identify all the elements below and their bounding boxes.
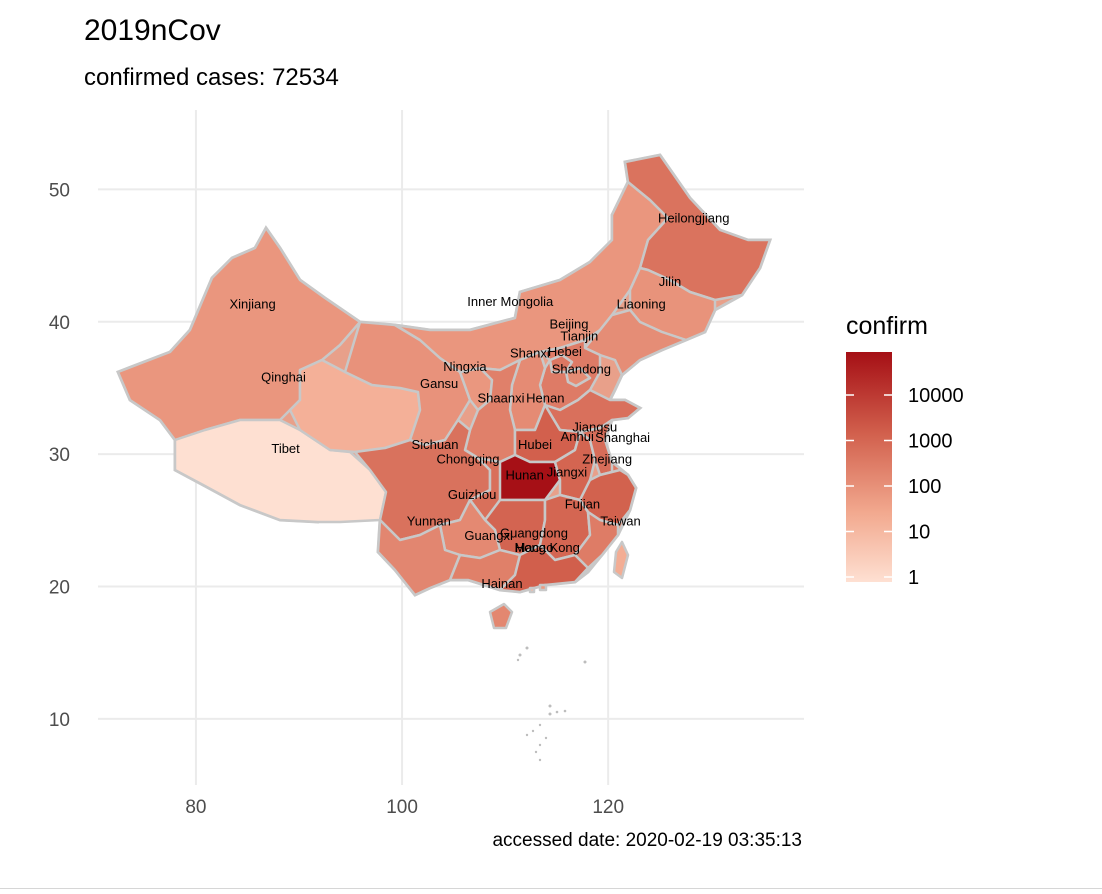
province-label-chongqing: Chongqing bbox=[437, 451, 500, 466]
province-layer bbox=[116, 153, 772, 630]
province-label-anhui: Anhui bbox=[561, 429, 594, 444]
province-label-beijing: Beijing bbox=[549, 316, 588, 331]
province-label-shandong: Shandong bbox=[552, 361, 611, 376]
province-label-jiangxi: Jiangxi bbox=[547, 465, 588, 480]
legend-title: confirm bbox=[846, 312, 928, 340]
province-anhui bbox=[553, 430, 597, 502]
legend-label-2: 100 bbox=[908, 476, 941, 498]
y-tick-label-0: 10 bbox=[49, 710, 70, 731]
province-heilongjiang bbox=[623, 153, 772, 302]
province-label-qinghai: Qinghai bbox=[261, 369, 306, 384]
province-label-liaoning: Liaoning bbox=[617, 297, 666, 312]
x-tick-label-1: 100 bbox=[386, 797, 418, 818]
province-label-yunnan: Yunnan bbox=[407, 514, 451, 529]
legend-ticks: 10000 1000 100 10 1 bbox=[846, 385, 964, 589]
province-label-hainan: Hainan bbox=[481, 576, 522, 591]
chart-subtitle: confirmed cases: 72534 bbox=[84, 64, 339, 91]
province-hebei bbox=[538, 338, 602, 412]
province-macao bbox=[528, 586, 536, 594]
bottom-divider bbox=[0, 888, 1102, 889]
chart-title: 2019nCov bbox=[84, 14, 221, 47]
province-taiwan bbox=[612, 540, 630, 580]
x-tick-label-0: 80 bbox=[185, 797, 206, 818]
province-fujian bbox=[573, 510, 620, 570]
axis-ticks: 80 100 120 10 20 30 40 50 bbox=[49, 180, 624, 818]
x-tick-label-2: 120 bbox=[592, 797, 624, 818]
accessed-date-caption: accessed date: 2020-02-19 03:35:13 bbox=[492, 830, 802, 851]
province-label-henan: Henan bbox=[526, 391, 564, 406]
province-label-tibet: Tibet bbox=[271, 441, 300, 456]
province-label-fujian: Fujian bbox=[565, 496, 600, 511]
province-label-ningxia: Ningxia bbox=[443, 359, 487, 374]
province-label-shanghai: Shanghai bbox=[595, 430, 650, 445]
legend-label-0: 10000 bbox=[908, 385, 964, 407]
province-label-gansu: Gansu bbox=[420, 376, 458, 391]
legend-label-3: 10 bbox=[908, 522, 930, 544]
province-label-guangxi: Guangxi bbox=[464, 528, 513, 543]
province-label-tianjin: Tianjin bbox=[560, 328, 598, 343]
province-guangdong bbox=[498, 543, 590, 594]
province-label-hunan: Hunan bbox=[506, 467, 544, 482]
province-label-taiwan: Taiwan bbox=[600, 514, 640, 529]
province-label-macao: Macao bbox=[514, 540, 553, 555]
province-label-jiangsu: Jiangsu bbox=[572, 420, 617, 435]
y-tick-label-1: 20 bbox=[49, 577, 70, 598]
province-hong-kong bbox=[538, 583, 548, 592]
y-tick-label-3: 40 bbox=[49, 313, 70, 334]
province-label-heilongjiang: Heilongjiang bbox=[658, 211, 730, 226]
province-label-guangdong: Guangdong bbox=[500, 526, 568, 541]
province-label-guizhou: Guizhou bbox=[448, 487, 496, 502]
legend-label-4: 1 bbox=[908, 567, 919, 589]
legend-label-1: 1000 bbox=[908, 431, 953, 453]
y-tick-label-2: 30 bbox=[49, 445, 70, 466]
y-tick-label-4: 50 bbox=[49, 180, 70, 201]
province-label-shanxi: Shanxi bbox=[510, 346, 550, 361]
province-hainan bbox=[488, 602, 514, 630]
south-china-sea-islands bbox=[516, 646, 587, 762]
province-label-hebei: Hebei bbox=[548, 344, 582, 359]
province-label-xinjiang: Xinjiang bbox=[229, 297, 275, 312]
province-label-shaanxi: Shaanxi bbox=[477, 391, 524, 406]
province-label-hubei: Hubei bbox=[518, 437, 552, 452]
legend-colorbar bbox=[846, 352, 892, 582]
province-labels: Xinjiang Tibet Qinghai Gansu Ningxia Inner Mo… bbox=[229, 211, 729, 591]
province-label-hong-kong: Hong Kong bbox=[515, 540, 580, 555]
legend: 10000 1000 100 10 1 bbox=[846, 352, 964, 589]
province-label-zhejiang: Zhejiang bbox=[582, 451, 632, 466]
province-label-inner-mongolia: Inner Mongolia bbox=[467, 294, 554, 309]
province-label-jilin: Jilin bbox=[659, 274, 681, 289]
province-label-sichuan: Sichuan bbox=[412, 437, 459, 452]
